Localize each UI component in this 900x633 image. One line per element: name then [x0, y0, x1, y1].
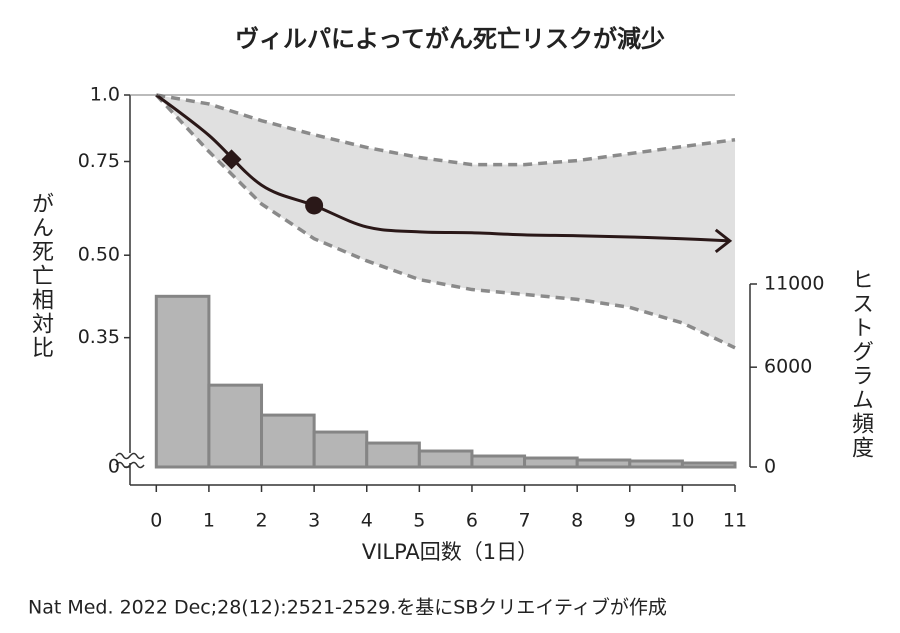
y-tick-label: 1.0 — [90, 84, 120, 106]
y-tick-label: 0.50 — [78, 244, 120, 266]
y2-tick-label: 0 — [764, 456, 776, 478]
confidence-band — [156, 95, 736, 348]
histogram-bar — [365, 441, 421, 469]
histogram-bar — [575, 458, 632, 469]
y2-axis-label: ヒストグラム頻度 — [848, 268, 874, 460]
histogram-bar — [154, 294, 211, 469]
chart-title: ヴィルパによってがん死亡リスクが減少 — [235, 25, 665, 53]
y-tick-label: 0.75 — [78, 150, 120, 172]
axis-break — [115, 452, 145, 469]
histogram-bar — [417, 449, 474, 469]
arrow-head — [714, 228, 733, 254]
x-axis-label: VILPA回数（1日） — [362, 540, 538, 564]
x-tick-label: 2 — [255, 510, 267, 532]
histogram-bar — [523, 456, 579, 469]
x-tick-label: 10 — [670, 510, 694, 532]
y2-tick-label: 6000 — [764, 356, 812, 378]
x-tick-label: 9 — [624, 510, 636, 532]
x-tick-label: 3 — [308, 510, 320, 532]
x-tick-label: 7 — [519, 510, 531, 532]
histogram-bar — [207, 383, 264, 469]
x-tick-label: 11 — [723, 510, 747, 532]
x-tick-label: 1 — [203, 510, 215, 532]
histogram-bar — [312, 430, 369, 469]
y-tick-label: 0 — [108, 456, 120, 478]
y-axis-label: がん死亡相対比 — [28, 192, 54, 360]
y2-tick-label: 11000 — [764, 273, 824, 295]
risk-line — [155, 93, 730, 243]
histogram-bar — [628, 459, 684, 469]
histogram-bar — [260, 413, 316, 469]
lower-bound — [155, 93, 736, 350]
histogram-bar — [470, 454, 527, 469]
x-tick-label: 4 — [361, 510, 373, 532]
x-tick-label: 0 — [150, 510, 162, 532]
source-note: Nat Med. 2022 Dec;28(12):2521-2529.を基にSB… — [28, 596, 667, 619]
histogram-bar — [680, 461, 737, 469]
y-tick-label: 0.35 — [78, 326, 120, 348]
marker — [305, 196, 324, 215]
x-tick-label: 6 — [466, 510, 478, 532]
x-tick-label: 8 — [571, 510, 583, 532]
x-tick-label: 5 — [413, 510, 425, 532]
marker — [221, 149, 242, 170]
